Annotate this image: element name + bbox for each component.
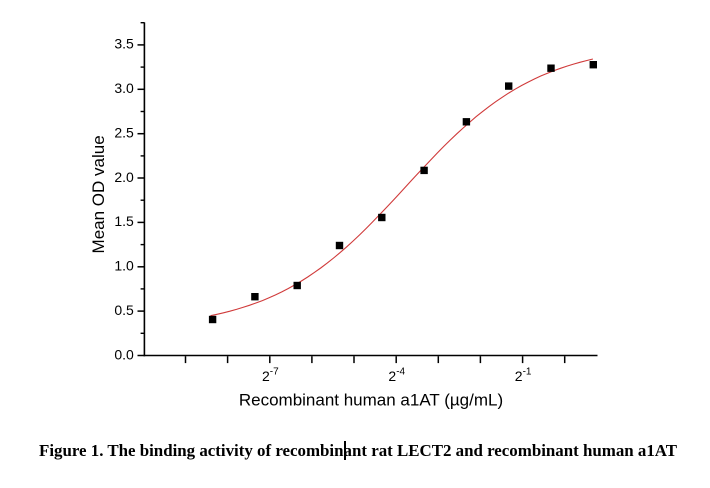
svg-text:2.0: 2.0 bbox=[114, 169, 134, 185]
svg-text:Mean OD value: Mean OD value bbox=[89, 135, 108, 253]
svg-text:3.5: 3.5 bbox=[114, 36, 134, 52]
svg-text:0.0: 0.0 bbox=[114, 346, 134, 362]
svg-text:2-7: 2-7 bbox=[262, 367, 279, 384]
svg-text:1.0: 1.0 bbox=[114, 258, 134, 274]
svg-text:2.5: 2.5 bbox=[114, 125, 134, 141]
svg-text:1.5: 1.5 bbox=[114, 213, 134, 229]
svg-text:Recombinant human a1AT (µg/mL): Recombinant human a1AT (µg/mL) bbox=[239, 391, 503, 410]
svg-text:0.5: 0.5 bbox=[114, 302, 134, 318]
svg-text:3.0: 3.0 bbox=[114, 80, 134, 96]
svg-text:2-1: 2-1 bbox=[515, 367, 532, 384]
svg-text:2-4: 2-4 bbox=[388, 367, 405, 384]
